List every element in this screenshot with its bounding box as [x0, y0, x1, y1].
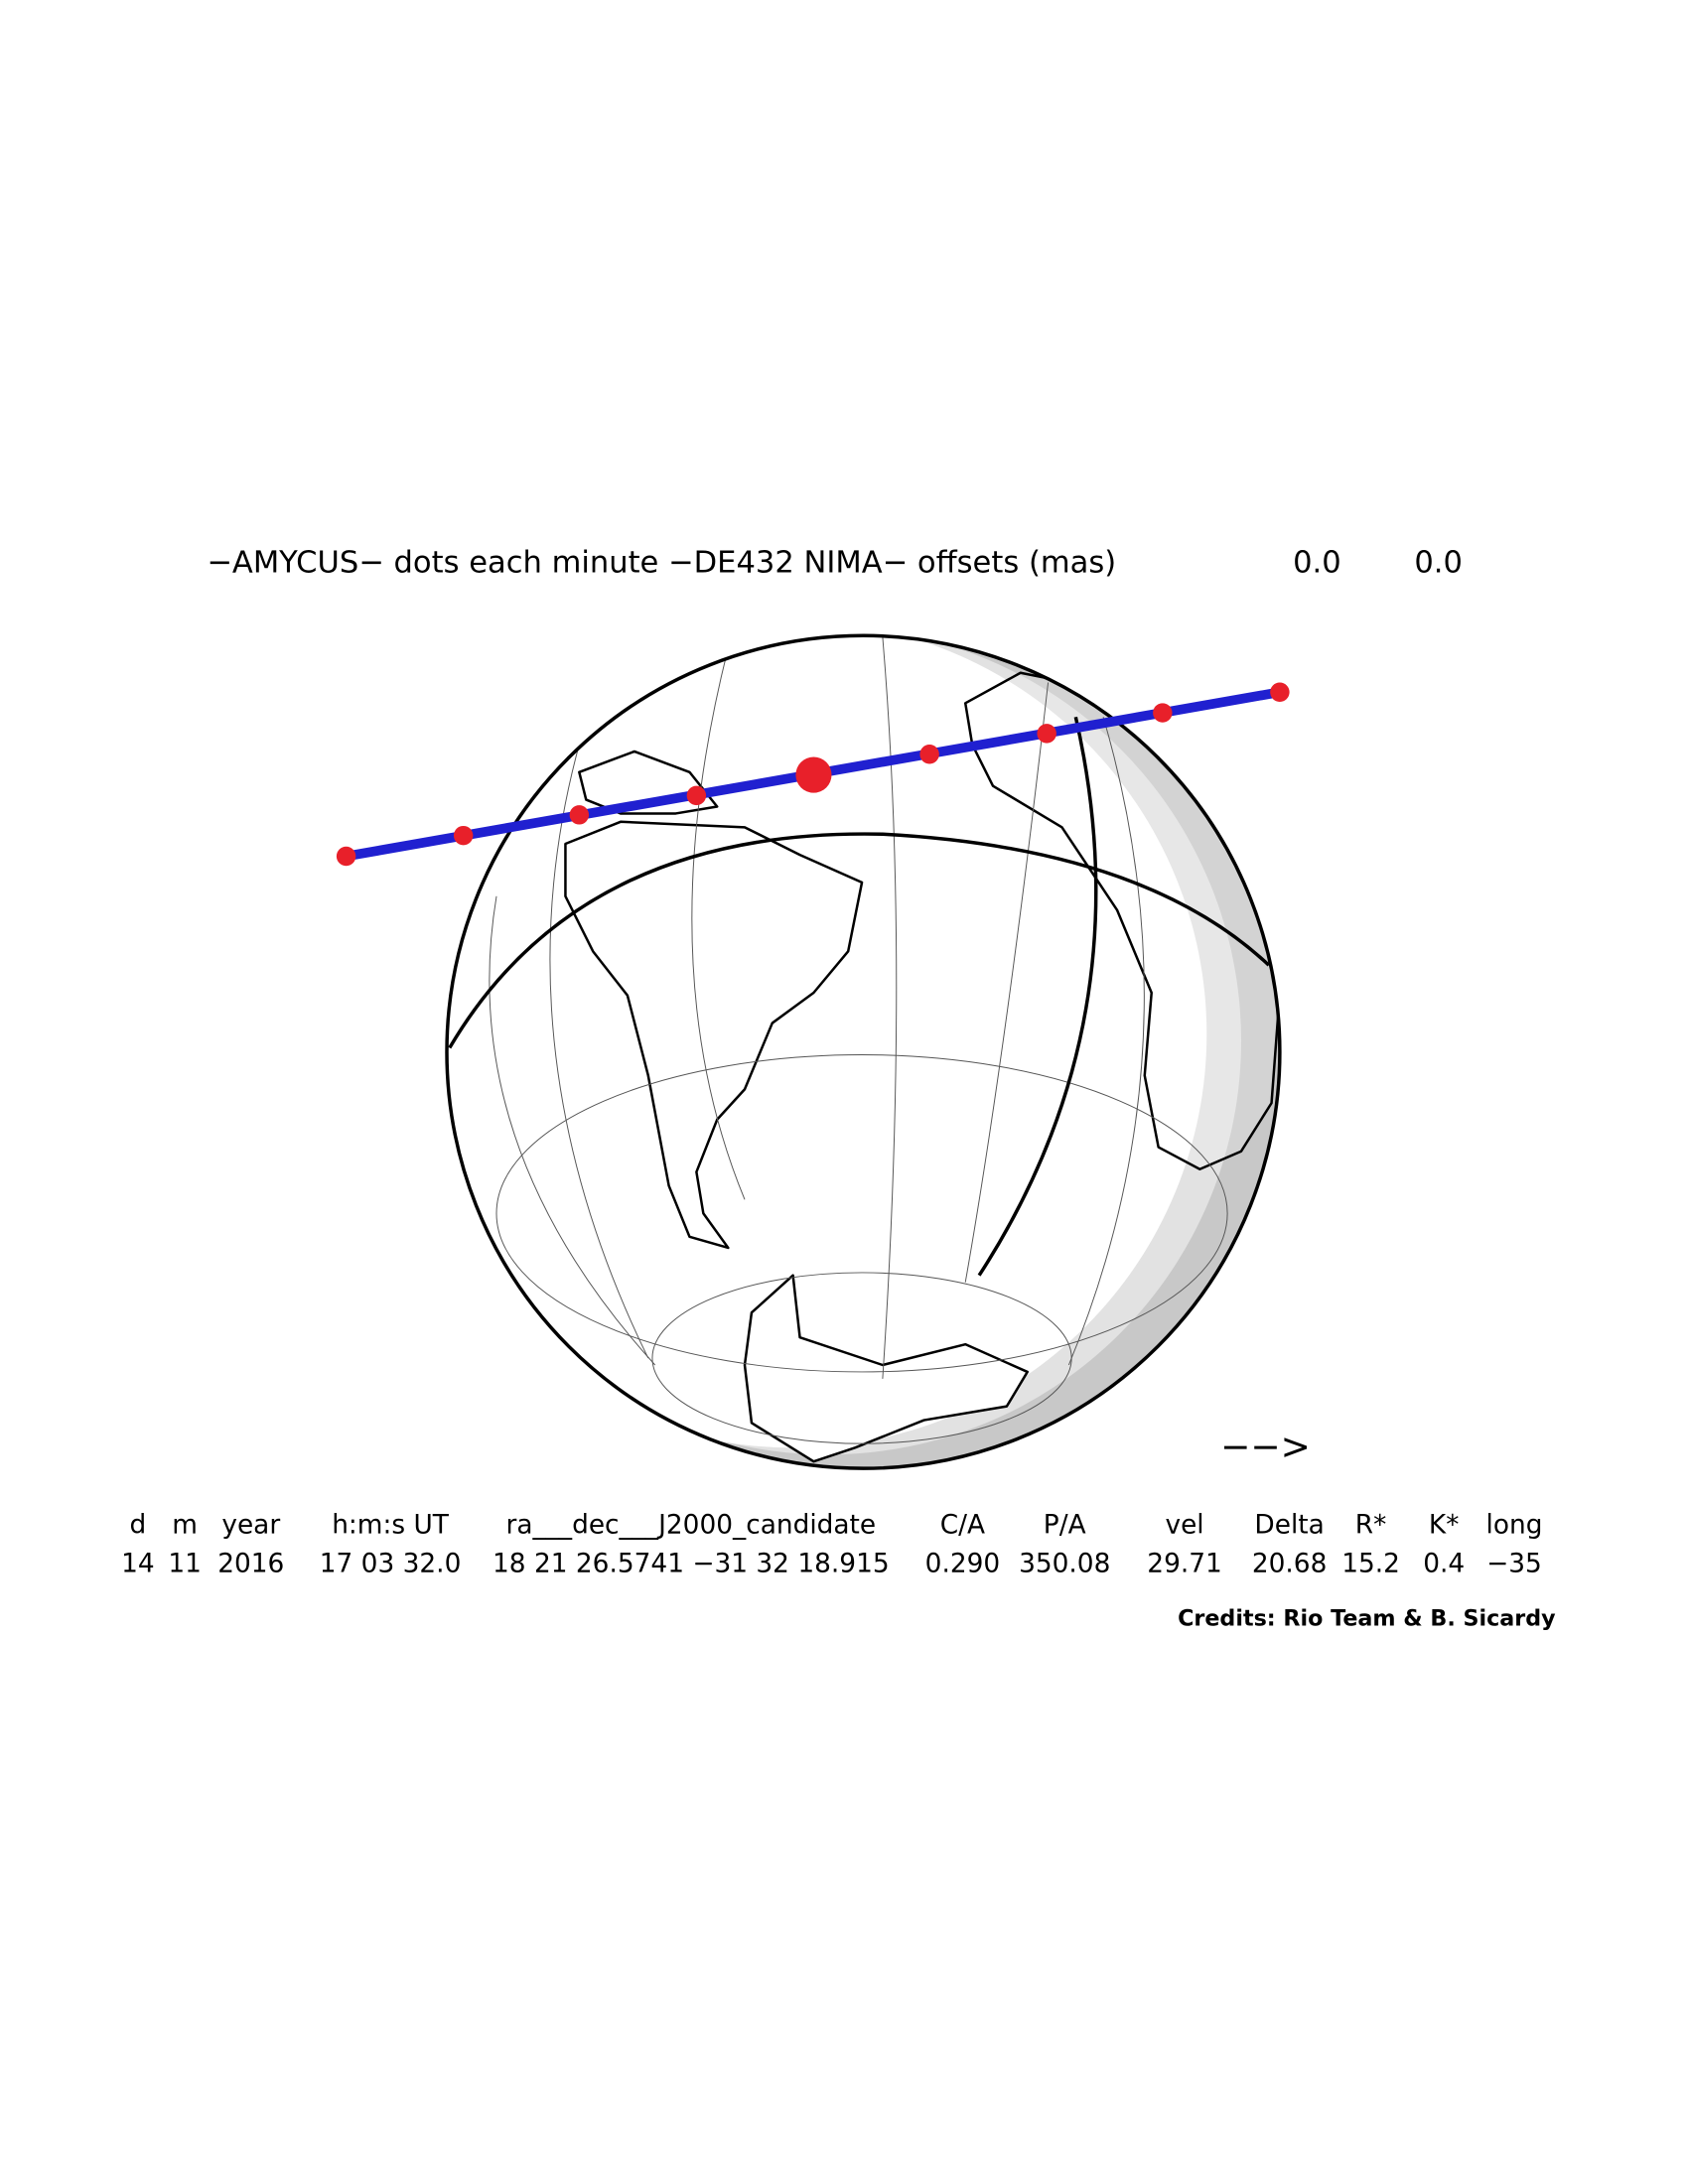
- column-header: K*: [1429, 1510, 1459, 1540]
- offset-value: 0.0: [1414, 545, 1463, 580]
- cell-value: 14: [121, 1549, 155, 1578]
- credits: Credits: Rio Team & B. Sicardy: [1178, 1606, 1556, 1632]
- cell-value: 29.71: [1147, 1549, 1222, 1578]
- column-header: vel: [1165, 1510, 1203, 1540]
- column-header: year: [221, 1510, 280, 1540]
- cell-value: 18 21 26.5741 −31 32 18.915: [492, 1549, 890, 1578]
- cell-value: 2016: [217, 1549, 284, 1578]
- info-table: d m year h:m:s UT ra___dec___J2000_candidate…: [121, 1510, 1542, 1578]
- column-header: d: [130, 1510, 147, 1540]
- cell-value: 15.2: [1341, 1549, 1400, 1578]
- column-header: C/A: [940, 1510, 985, 1540]
- cell-value: 17 03 32.0: [320, 1549, 462, 1578]
- column-header: h:m:s UT: [332, 1510, 450, 1540]
- direction-arrow: −−>: [1220, 1425, 1311, 1467]
- cell-value: 11: [168, 1549, 202, 1578]
- column-header: Delta: [1254, 1510, 1324, 1540]
- cell-value: 0.290: [925, 1549, 1001, 1578]
- offset-value: 0.0: [1293, 545, 1341, 580]
- cell-value: 20.68: [1252, 1549, 1328, 1578]
- column-header: ra___dec___J2000_candidate: [506, 1510, 877, 1540]
- cell-value: 350.08: [1019, 1549, 1110, 1578]
- globe: [445, 633, 1282, 1470]
- column-header: long: [1486, 1510, 1543, 1540]
- column-header: m: [172, 1510, 198, 1540]
- column-header: P/A: [1044, 1510, 1086, 1540]
- cell-value: −35: [1486, 1549, 1542, 1578]
- column-header: R*: [1355, 1510, 1387, 1540]
- cell-value: 0.4: [1423, 1549, 1465, 1578]
- occultation-track: [336, 682, 1290, 867]
- map-title: −AMYCUS− dots each minute −DE432 NIMA− o…: [207, 545, 1116, 580]
